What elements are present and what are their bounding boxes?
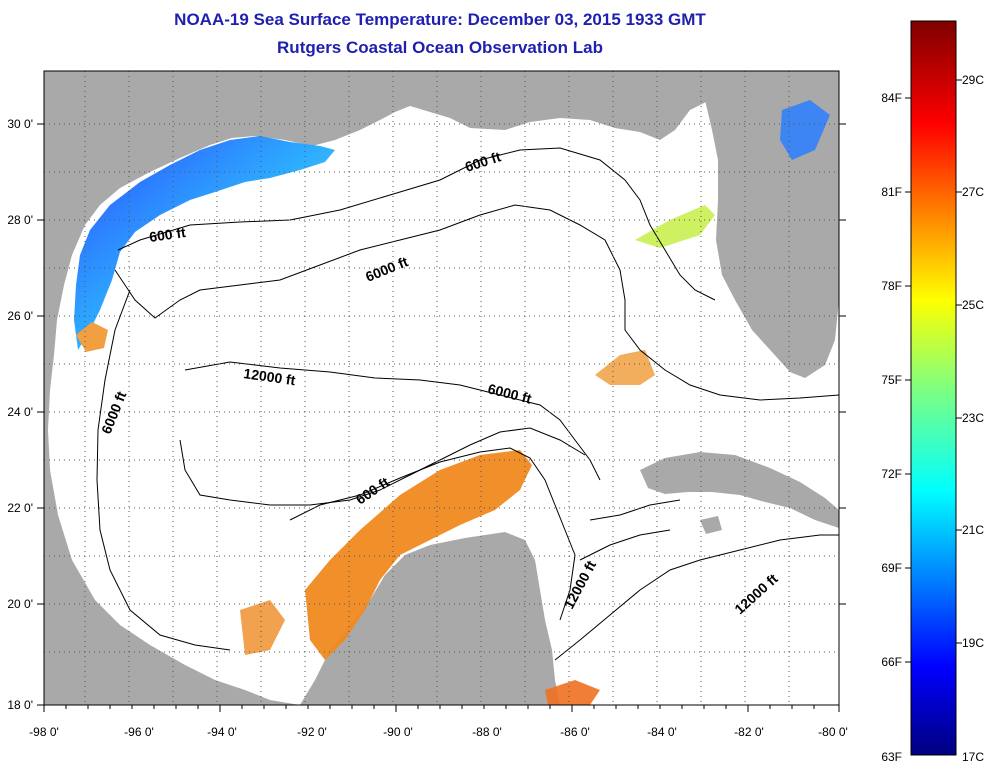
colorbar-f-label: 78F — [881, 279, 902, 293]
map-title: NOAA-19 Sea Surface Temperature: Decembe… — [174, 10, 706, 29]
lon-label: -98 0' — [29, 725, 59, 739]
colorbar-f-label: 84F — [881, 91, 902, 105]
land-cuba — [640, 452, 839, 528]
contour-label: 600 ft — [148, 224, 187, 245]
sst-florida-west — [635, 205, 715, 248]
lon-label: -92 0' — [297, 725, 327, 739]
sst-yucatan-west — [305, 450, 532, 660]
contour-label: 12000 ft — [243, 365, 297, 388]
lon-label: -84 0' — [647, 725, 677, 739]
contour-600ft-yucatan — [289, 447, 576, 621]
lat-label: 30 0' — [7, 117, 33, 131]
contour-caribbean-3 — [579, 529, 671, 561]
temperature-colorbar — [910, 20, 957, 756]
colorbar-c-label: 27C — [962, 185, 984, 199]
colorbar-f-label: 66F — [881, 655, 902, 669]
lon-label: -90 0' — [383, 725, 413, 739]
colorbar-f-label: 75F — [881, 373, 902, 387]
land-north-america — [44, 71, 720, 705]
colorbar-f-label: 69F — [881, 561, 902, 575]
lon-label: -82 0' — [734, 725, 764, 739]
sst-caribbean-south — [545, 680, 600, 705]
land-yucatan — [300, 532, 560, 705]
contour-caribbean — [554, 534, 839, 661]
contour-600ft — [117, 147, 716, 301]
lon-label: -94 0' — [207, 725, 237, 739]
colorbar-c-label: 17C — [962, 750, 984, 764]
colorbar-ticks — [905, 79, 962, 663]
sst-florida-keys — [780, 100, 830, 160]
lon-label: -96 0' — [124, 725, 154, 739]
lon-label: -86 0' — [560, 725, 590, 739]
lat-label: 22 0' — [7, 501, 33, 515]
colorbar-f-label: 63F — [881, 750, 902, 764]
lon-label: -88 0' — [472, 725, 502, 739]
colorbar-c-label: 25C — [962, 298, 984, 312]
lat-label: 20 0' — [7, 597, 33, 611]
lon-label: -80 0' — [818, 725, 848, 739]
bathymetry-contours — [96, 147, 839, 661]
contour-caribbean-2 — [589, 499, 681, 521]
contour-6000ft-west — [96, 289, 231, 651]
colorbar-c-label: 29C — [962, 73, 984, 87]
lat-label: 18 0' — [7, 698, 33, 712]
colorbar-c-label: 19C — [962, 636, 984, 650]
graticule — [44, 71, 839, 705]
sst-central — [595, 350, 655, 385]
axis-ticks — [37, 123, 846, 712]
contour-6000ft-north — [114, 204, 839, 401]
lat-label: 24 0' — [7, 405, 33, 419]
contour-abyssal — [179, 427, 586, 506]
colorbar-f-label: 72F — [881, 467, 902, 481]
colorbar-c-label: 21C — [962, 523, 984, 537]
map-frame — [43, 70, 840, 706]
contour-12000ft — [184, 361, 601, 481]
sst-texas-south — [76, 322, 108, 352]
colorbar-f-label: 81F — [881, 185, 902, 199]
map-subtitle: Rutgers Coastal Ocean Observation Lab — [277, 38, 603, 57]
lat-label: 28 0' — [7, 213, 33, 227]
sst-campeche — [240, 600, 285, 655]
colorbar-c-label: 23C — [962, 411, 984, 425]
lat-label: 26 0' — [7, 309, 33, 323]
sst-texas-coast — [74, 136, 335, 350]
land-isle-of-youth — [700, 516, 722, 534]
